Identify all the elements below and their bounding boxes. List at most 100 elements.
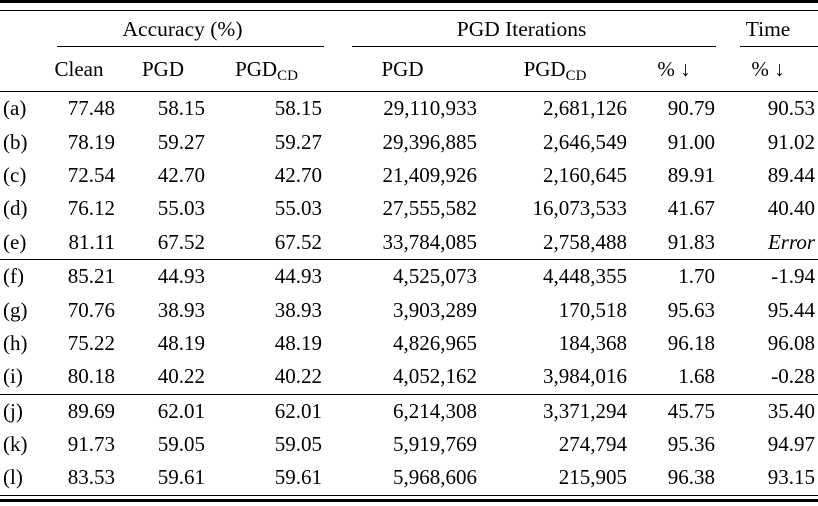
pgdcd-base-label: PGD	[523, 56, 566, 81]
cell-pgd-accuracy: 40.22	[157, 364, 205, 389]
cell-pgdcd-accuracy: 38.93	[274, 297, 323, 322]
column-header-pgd-accuracy: PGD	[118, 47, 208, 92]
table-row-g: (g) 70.76 38.93 38.93 3,903,289 170,518 …	[0, 293, 818, 326]
cell-pgd-iterations: 4,052,162	[393, 364, 478, 389]
cell-pgdcd-iterations: 16,073,533	[532, 196, 628, 221]
table-section-3: (j) 89.69 62.01 62.01 6,214,308 3,371,29…	[0, 393, 818, 495]
column-header-pgdcd-iterations: PGDCD	[480, 47, 631, 92]
cell-clean: 70.76	[67, 297, 115, 322]
cell-iterations-percent-down: 95.63	[667, 297, 716, 322]
cell-pgd-accuracy: 55.03	[157, 196, 205, 221]
cell-pgdcd-accuracy: 59.61	[274, 465, 323, 490]
pgdcd-base-label: PGD	[235, 56, 278, 81]
table-row-e: (e) 81.11 67.52 67.52 33,784,085 2,758,4…	[0, 226, 818, 260]
cell-pgd-accuracy: 59.27	[157, 129, 205, 154]
cell-clean: 78.19	[67, 129, 115, 154]
cell-pgd-iterations: 29,110,933	[383, 96, 478, 121]
cell-time-percent-down: 96.08	[767, 330, 816, 355]
top-rule-gap	[0, 3, 818, 10]
cell-time-percent-down: 91.02	[767, 129, 816, 154]
cell-pgdcd-iterations: 184,368	[558, 330, 628, 355]
bottom-rule-thin	[0, 494, 818, 496]
cell-pgd-iterations: 21,409,926	[382, 162, 478, 187]
cell-clean: 77.48	[67, 96, 115, 121]
cell-time-percent-down: -0.28	[771, 364, 816, 389]
cell-pgd-accuracy: 59.05	[157, 432, 205, 457]
cell-clean: 72.54	[67, 162, 115, 187]
group-header-row: Accuracy (%) PGD Iterations Time	[0, 11, 818, 47]
cell-iterations-percent-down: 96.18	[667, 330, 716, 355]
top-rule-thin	[0, 10, 818, 11]
row-label: (h)	[3, 330, 28, 355]
cell-pgd-accuracy: 58.15	[157, 96, 205, 121]
cell-pgd-iterations: 4,826,965	[393, 330, 478, 355]
table-row-f: (f) 85.21 44.93 44.93 4,525,073 4,448,35…	[0, 258, 818, 294]
pgdcd-subscript-label: CD	[277, 67, 298, 84]
table-row-i: (i) 80.18 40.22 40.22 4,052,162 3,984,01…	[0, 360, 818, 394]
cell-pgd-iterations: 6,214,308	[325, 393, 481, 428]
cell-pgdcd-accuracy: 44.93	[208, 258, 326, 294]
column-header-pgdcd-accuracy: PGDCD	[208, 47, 326, 92]
cell-iterations-percent-down: 41.67	[667, 196, 716, 221]
cell-pgd-accuracy: 44.93	[118, 258, 208, 294]
cell-pgdcd-accuracy: 48.19	[274, 330, 323, 355]
pgdcd-subscript-label: CD	[565, 67, 587, 84]
cell-pgd-accuracy: 38.93	[157, 297, 205, 322]
cell-pgdcd-iterations: 4,448,355	[480, 258, 631, 294]
table-row-c: (c) 72.54 42.70 42.70 21,409,926 2,160,6…	[0, 159, 818, 192]
row-label: (e)	[3, 229, 27, 254]
table-row-j: (j) 89.69 62.01 62.01 6,214,308 3,371,29…	[0, 393, 818, 428]
cell-iterations-percent-down: 1.68	[678, 364, 716, 389]
cell-pgdcd-accuracy: 42.70	[274, 162, 323, 187]
row-label: (f)	[0, 258, 40, 294]
column-header-pgd-iterations: PGD	[325, 47, 481, 92]
row-label: (j)	[0, 393, 40, 428]
cell-clean: 83.53	[67, 465, 115, 490]
cell-pgdcd-iterations: 170,518	[558, 297, 628, 322]
table-row-b: (b) 78.19 59.27 59.27 29,396,885 2,646,5…	[0, 125, 818, 158]
cell-clean: 80.18	[67, 364, 115, 389]
group-header-accuracy: Accuracy (%)	[40, 11, 325, 47]
cell-pgdcd-iterations: 2,681,126	[543, 96, 628, 121]
corner-blank-cell	[0, 11, 40, 47]
table-header: Accuracy (%) PGD Iterations Time Clean P…	[0, 11, 818, 92]
cell-time-percent-down: 35.40	[718, 393, 818, 428]
cell-time-percent-down: 90.53	[767, 96, 816, 121]
cell-pgdcd-iterations: 274,794	[558, 432, 628, 457]
cell-pgdcd-accuracy: 67.52	[274, 229, 323, 254]
cell-pgd-accuracy: 42.70	[157, 162, 205, 187]
column-header-clean: Clean	[40, 47, 118, 92]
cell-time-percent-down: 40.40	[767, 196, 816, 221]
cell-time-percent-down: 93.15	[767, 465, 816, 490]
row-label: (c)	[3, 162, 27, 187]
table-section-1: (a) 77.48 58.15 58.15 29,110,933 2,681,1…	[0, 92, 818, 260]
cell-time-percent-down: 89.44	[767, 162, 816, 187]
cell-pgdcd-accuracy: 40.22	[274, 364, 323, 389]
table-row-l: (l) 83.53 59.61 59.61 5,968,606 215,905 …	[0, 461, 818, 494]
cell-iterations-percent-down: 1.70	[630, 258, 719, 294]
row-label: (k)	[3, 432, 28, 457]
cell-clean: 91.73	[67, 432, 115, 457]
cell-pgdcd-iterations: 2,160,645	[543, 162, 628, 187]
column-header-row: Clean PGD PGDCD PGD PGDCD % ↓ % ↓	[0, 47, 818, 92]
cell-clean: 75.22	[67, 330, 115, 355]
results-table: Accuracy (%) PGD Iterations Time Clean P…	[0, 11, 818, 495]
row-label: (i)	[3, 364, 23, 389]
table-row-a: (a) 77.48 58.15 58.15 29,110,933 2,681,1…	[0, 92, 818, 126]
column-header-iterations-percent-down: % ↓	[630, 47, 719, 92]
cell-time-error: Error	[767, 229, 816, 254]
cell-pgdcd-iterations: 3,371,294	[480, 393, 631, 428]
cell-pgd-iterations: 33,784,085	[382, 229, 478, 254]
cell-iterations-percent-down: 96.38	[667, 465, 716, 490]
bottom-rule-thick	[0, 498, 818, 502]
cell-pgd-accuracy: 67.52	[157, 229, 205, 254]
cell-pgd-iterations: 29,396,885	[382, 129, 478, 154]
cell-pgd-accuracy: 48.19	[157, 330, 205, 355]
cell-time-percent-down: -1.94	[718, 258, 818, 294]
label-column-header	[0, 47, 40, 92]
cell-pgdcd-accuracy: 58.15	[274, 96, 323, 121]
cell-pgd-iterations: 3,903,289	[393, 297, 478, 322]
cell-pgdcd-iterations: 215,905	[558, 465, 628, 490]
cell-iterations-percent-down: 45.75	[630, 393, 719, 428]
